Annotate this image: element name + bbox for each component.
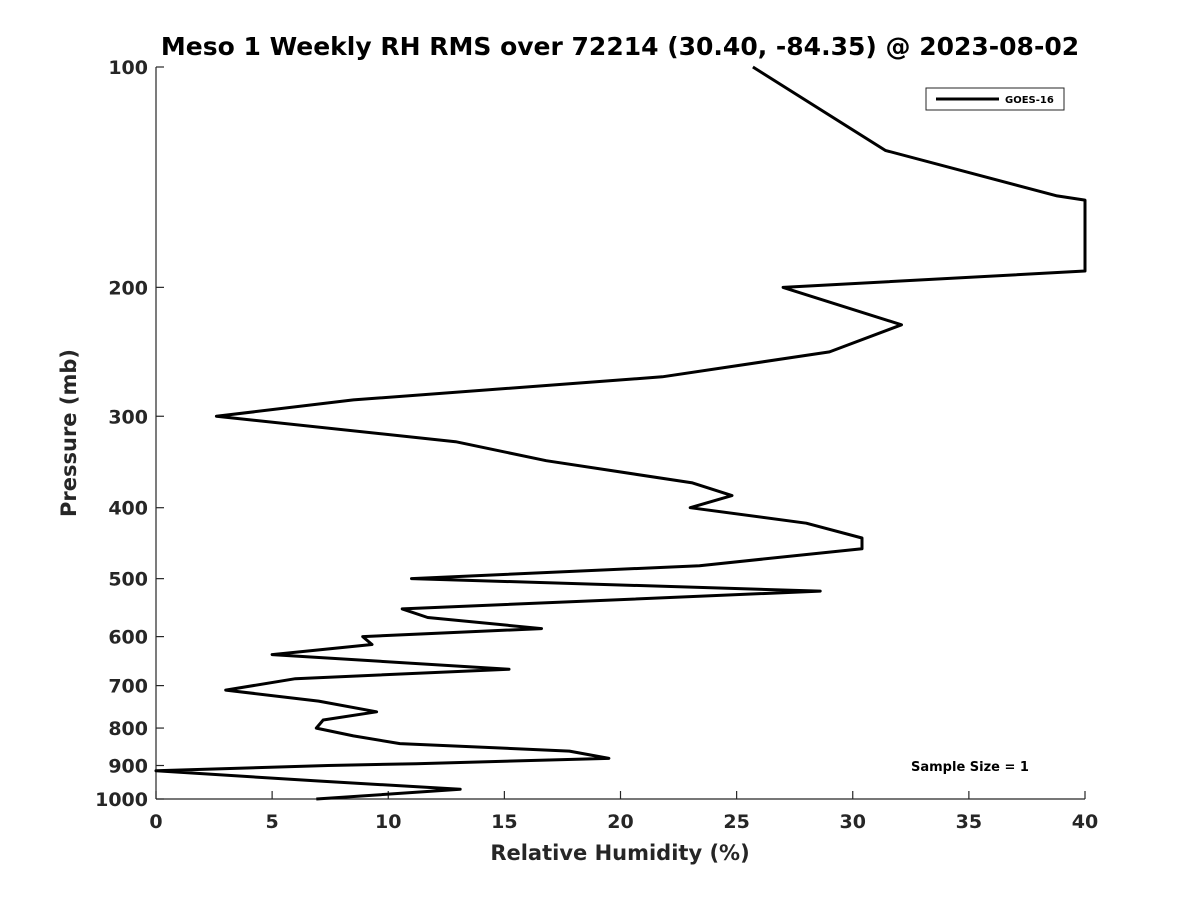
series-line-goes-16 [154,65,1087,801]
x-tick-label: 10 [375,811,401,833]
series-layer [154,65,1087,801]
sample-size-annotation: Sample Size = 1 [911,760,1029,775]
x-axis-label: Relative Humidity (%) [490,841,749,865]
x-tick-label: 15 [491,811,517,833]
y-axis-label: Pressure (mb) [57,349,81,517]
y-tick-label: 800 [108,718,148,740]
legend: GOES-16 [925,87,1065,111]
x-tick-label: 0 [149,811,162,833]
x-tick-label: 5 [266,811,279,833]
y-tick-label: 100 [108,57,148,79]
y-tick-label: 400 [108,498,148,520]
x-tick-label: 25 [723,811,749,833]
y-axis-ticks: 100 200 300 400 500 600 700 800 900 1000 [95,57,164,811]
x-tick-label: 35 [956,811,982,833]
x-axis-ticks: 0 5 10 15 20 25 30 35 40 [149,791,1098,833]
legend-entry-goes-16: GOES-16 [1005,95,1054,106]
chart-title: Meso 1 Weekly RH RMS over 72214 (30.40, … [161,32,1079,61]
y-tick-label: 1000 [95,789,148,811]
y-tick-label: 500 [108,569,148,591]
y-tick-label: 900 [108,756,148,778]
x-tick-label: 20 [607,811,633,833]
y-tick-label: 600 [108,627,148,649]
y-tick-label: 300 [108,406,148,428]
y-tick-label: 200 [108,277,148,299]
y-tick-label: 700 [108,676,148,698]
x-tick-label: 40 [1072,811,1098,833]
x-tick-label: 30 [840,811,866,833]
